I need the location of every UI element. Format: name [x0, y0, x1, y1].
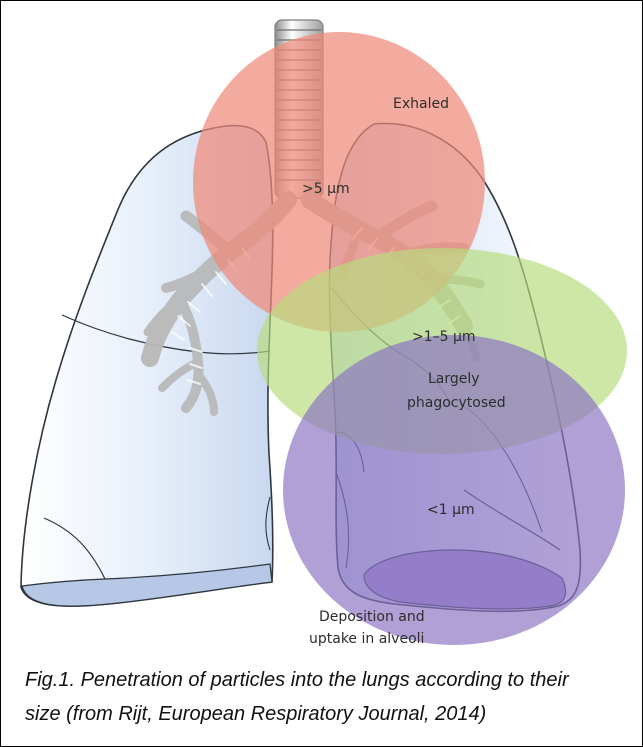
large-particle-size-label: >5 µm [302, 181, 350, 197]
largely-label: Largely [428, 371, 480, 387]
medium-particle-size-label: >1–5 µm [412, 329, 476, 345]
particle-regions [193, 32, 627, 645]
deposition-label-line-2: uptake in alveoli [309, 631, 424, 647]
exhaled-label: Exhaled [393, 96, 449, 112]
deposition-label-line-1: Deposition and [319, 609, 425, 625]
alveoli-region-circle [283, 335, 625, 645]
diagram-labels: Exhaled >5 µm >1–5 µm Largely phagocytos… [302, 96, 506, 647]
caption-line-1: Fig.1. Penetration of particles into the… [25, 669, 569, 691]
small-particle-size-label: <1 µm [427, 502, 475, 518]
phagocytosed-label: phagocytosed [407, 395, 506, 411]
lung-diagram-svg: Exhaled >5 µm >1–5 µm Largely phagocytos… [20, 19, 627, 647]
figure-caption: Fig.1. Penetration of particles into the… [25, 663, 625, 731]
caption-line-2: size (from Rijt, European Respiratory Jo… [25, 703, 487, 725]
lung-particle-diagram: Exhaled >5 µm >1–5 µm Largely phagocytos… [2, 2, 642, 652]
